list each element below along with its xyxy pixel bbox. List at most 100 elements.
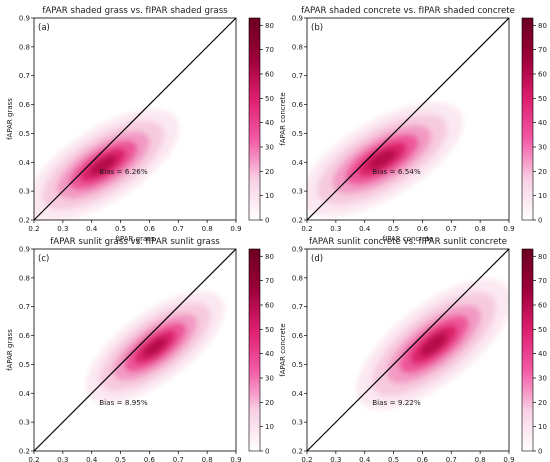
panel-d: 0.20.2 0.3 0.3 0.4 0.4 0.5 0.5 0.6 0.6 0.7 0.7 0.8 0…: [279, 237, 547, 462]
colorbar-tick-label: 60: [538, 70, 547, 78]
y-tick-label: 0.5: [19, 130, 30, 138]
x-tick-label: 0.7: [173, 225, 184, 233]
y-tick-label: 0.6: [292, 101, 304, 109]
y-tick-label: 0.6: [19, 101, 31, 109]
colorbar: 0 10 20 30 40 50 60 70 80: [521, 248, 547, 456]
y-tick-label: 0.9: [292, 15, 303, 23]
x-tick-label: 0.4: [86, 225, 98, 233]
colorbar-tick-label: 0: [265, 448, 269, 456]
colorbar-tick-label: 70: [265, 277, 274, 285]
density-level-6: [89, 155, 117, 176]
plot-frame: [33, 248, 237, 452]
colorbar-tick-label: 10: [265, 423, 274, 431]
colorbar-tick-label: 60: [265, 301, 274, 309]
colorbar-tick-label: 70: [538, 277, 547, 285]
x-tick-label: 0.9: [503, 225, 514, 233]
colorbar-tick-label: 80: [265, 22, 274, 30]
y-tick-label: 0.2: [19, 448, 30, 456]
colorbar-gradient: [521, 17, 534, 221]
bias-annotation: Bias = 6.54%: [372, 167, 421, 176]
y-tick-label: 0.4: [292, 159, 304, 167]
colorbar-tick-label: 70: [538, 46, 547, 54]
colorbar: 0 10 20 30 40 50 60 70 80: [521, 17, 547, 225]
colorbar-tick-label: 40: [265, 119, 274, 127]
colorbar-tick-label: 0: [265, 217, 269, 225]
panel-label: (a): [38, 23, 50, 33]
colorbar-tick-label: 30: [265, 374, 274, 382]
colorbar-tick-label: 50: [538, 95, 547, 103]
colorbar-gradient: [248, 248, 261, 452]
colorbar: 0 10 20 30 40 50 60 70 80: [248, 17, 274, 225]
y-tick-label: 0.7: [19, 72, 30, 80]
x-tick-label: 0.6: [144, 456, 156, 462]
x-tick-label: 0.8: [202, 456, 213, 462]
bias-annotation: Bias = 6.26%: [99, 167, 148, 176]
panel-label: (d): [311, 254, 323, 264]
y-tick-label: 0.4: [292, 390, 304, 398]
x-tick-label: 0.6: [417, 225, 429, 233]
x-tick-label: 0.2: [28, 456, 39, 462]
y-tick-label: 0.5: [19, 361, 30, 369]
y-tick-label: 0.2: [19, 217, 30, 225]
density-cloud: [34, 109, 180, 220]
colorbar-tick-label: 60: [265, 70, 274, 78]
x-tick-label: 0.9: [230, 456, 241, 462]
y-tick-label: 0.8: [19, 43, 30, 51]
colorbar-tick-label: 20: [265, 168, 274, 176]
x-tick-label: 0.4: [359, 225, 371, 233]
density-cloud: [86, 291, 225, 403]
colorbar-tick-label: 50: [538, 326, 547, 334]
y-tick-label: 0.6: [19, 332, 31, 340]
x-tick-label: 0.9: [503, 456, 514, 462]
colorbar-tick-label: 40: [538, 350, 547, 358]
y-tick-label: 0.3: [292, 188, 303, 196]
y-tick-label: 0.8: [292, 43, 303, 51]
colorbar-tick-label: 50: [265, 326, 274, 334]
y-tick-label: 0.7: [292, 303, 303, 311]
one-to-one-line: [306, 248, 510, 452]
x-tick-label: 0.8: [202, 225, 213, 233]
density-cloud: [356, 279, 509, 410]
panel-b: 0.20.2 0.3 0.3 0.4 0.4 0.5 0.5 0.6 0.6 0.7 0.7 0.8 0…: [279, 6, 547, 243]
colorbar-tick-label: 20: [265, 399, 274, 407]
y-axis-label: fAPAR concrete: [279, 92, 287, 145]
colorbar-tick-label: 10: [538, 423, 547, 431]
colorbar-tick-label: 40: [265, 350, 274, 358]
x-tick-label: 0.3: [330, 456, 341, 462]
density-cloud: [307, 102, 464, 217]
y-tick-label: 0.3: [292, 419, 303, 427]
y-axis-label: fAPAR grass: [6, 98, 14, 140]
bias-annotation: Bias = 8.95%: [99, 398, 148, 407]
panel-c: 0.20.2 0.3 0.3 0.4 0.4 0.5 0.5 0.6 0.6 0.7 0.7 0.8 0…: [6, 237, 274, 462]
panel-label: (c): [38, 254, 49, 264]
x-tick-label: 0.5: [388, 225, 399, 233]
colorbar-tick-label: 0: [538, 448, 542, 456]
x-tick-label: 0.9: [230, 225, 241, 233]
x-tick-label: 0.3: [57, 456, 68, 462]
y-tick-label: 0.3: [19, 188, 30, 196]
colorbar-tick-label: 0: [538, 217, 542, 225]
x-tick-label: 0.2: [28, 225, 39, 233]
colorbar-tick-label: 80: [265, 253, 274, 261]
panel-a: 0.20.2 0.3 0.3 0.4 0.4 0.5 0.5 0.6 0.6 0.7 0.7 0.8 0…: [6, 6, 274, 243]
x-tick-label: 0.7: [446, 225, 457, 233]
y-tick-label: 0.2: [292, 448, 303, 456]
colorbar-tick-label: 10: [538, 192, 547, 200]
x-tick-label: 0.2: [301, 456, 312, 462]
x-axis-label: fIPAR concrete: [383, 235, 434, 243]
x-tick-label: 0.2: [301, 225, 312, 233]
x-tick-label: 0.4: [86, 456, 98, 462]
y-tick-label: 0.7: [19, 303, 30, 311]
chart-title: fAPAR shaded concrete vs. fIPAR shaded c…: [301, 6, 515, 16]
density-level-6: [367, 149, 397, 170]
colorbar-tick-label: 30: [538, 143, 547, 151]
colorbar-tick-label: 60: [538, 301, 547, 309]
y-tick-label: 0.5: [292, 361, 303, 369]
y-tick-label: 0.6: [292, 332, 304, 340]
y-tick-label: 0.4: [19, 390, 31, 398]
x-tick-label: 0.7: [173, 456, 184, 462]
plot-frame: [33, 17, 237, 221]
y-tick-label: 0.9: [19, 15, 30, 23]
x-tick-label: 0.5: [115, 456, 126, 462]
